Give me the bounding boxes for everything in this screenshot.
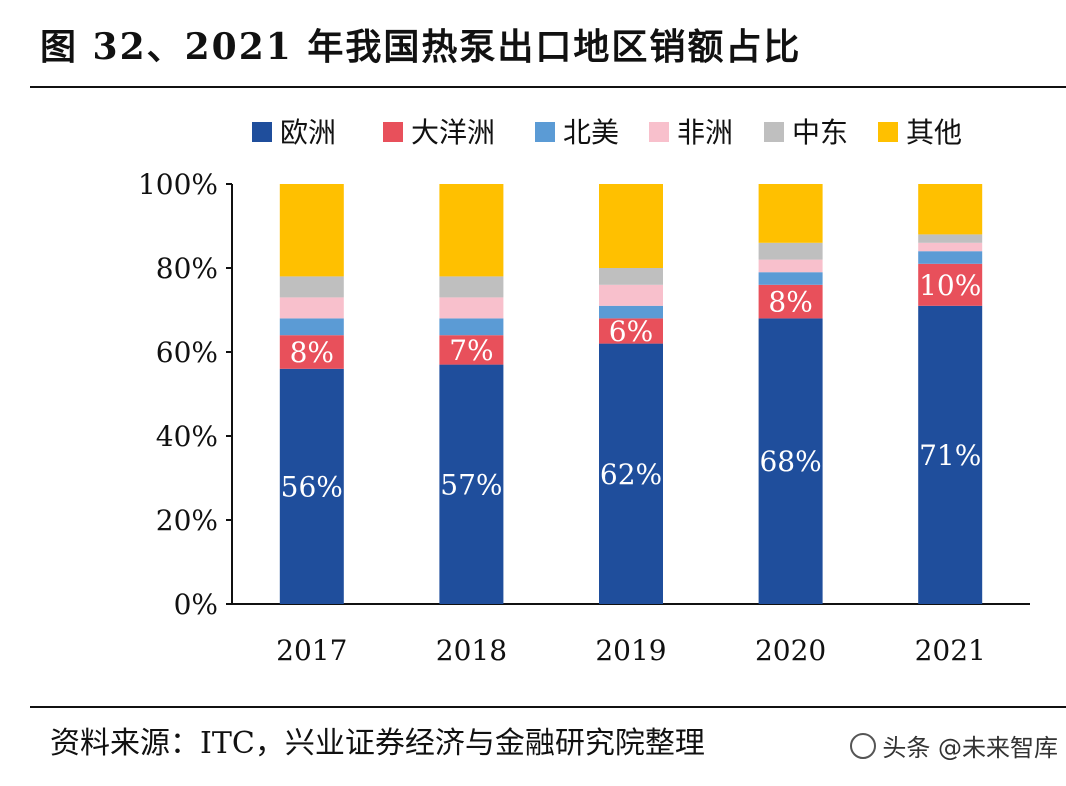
data-label-2021-series-2: 10% (919, 269, 981, 302)
legend-swatch-4 (649, 122, 669, 142)
bar-2019-series-6 (599, 184, 663, 268)
data-label-2020-series-2: 8% (768, 286, 812, 319)
bar-2018-series-3 (439, 318, 504, 336)
bar-2020-series-6 (758, 184, 823, 243)
data-label-2018-series-2: 7% (449, 334, 493, 367)
data-label-2017-series-1: 56% (281, 470, 343, 503)
legend-swatch-5 (764, 122, 784, 142)
bar-2021-series-5 (918, 234, 983, 243)
watermark: 头条 @未来智库 (850, 728, 1058, 763)
watermark-logo-icon (850, 732, 877, 759)
bar-2021-series-6 (918, 184, 983, 235)
y-tick-label-3: 40% (156, 420, 218, 453)
bar-2017-series-4 (279, 297, 344, 319)
y-tick-label-1: 0% (174, 588, 218, 621)
bar-2017-series-5 (279, 276, 344, 298)
bar-2020-series-3 (758, 272, 823, 285)
bar-2019-series-3 (599, 305, 663, 319)
bar-2017-series-1 (279, 368, 344, 604)
bar-2017-series-6 (279, 184, 344, 277)
legend-swatch-3 (535, 122, 555, 142)
source-note: 资料来源：ITC，兴业证券经济与金融研究院整理 (50, 726, 705, 761)
legend-label-2: 大洋洲 (411, 116, 495, 149)
x-tick-label-2017: 2017 (276, 634, 347, 667)
x-tick-label-2021: 2021 (915, 634, 986, 667)
bar-2017-series-3 (279, 318, 344, 336)
legend-label-6: 其他 (906, 116, 962, 149)
bar-2018-series-1 (439, 364, 504, 604)
x-tick-label-2020: 2020 (755, 634, 826, 667)
bar-2019-series-5 (599, 268, 663, 285)
bar-2018-series-5 (439, 276, 504, 298)
legend-swatch-6 (878, 122, 898, 142)
legend-label-4: 非洲 (677, 116, 733, 149)
legend-label-5: 中东 (792, 116, 848, 149)
bar-2019-series-2 (599, 318, 663, 344)
bar-2021-series-1 (918, 305, 983, 604)
legend-label-3: 北美 (563, 116, 619, 149)
bar-2018-series-2 (439, 335, 504, 365)
bar-2020-series-2 (758, 284, 823, 319)
y-tick-label-5: 80% (156, 252, 218, 285)
watermark-text: 头条 @未来智库 (882, 734, 1058, 762)
x-tick-label-2019: 2019 (595, 634, 666, 667)
bar-2017-series-2 (279, 335, 344, 369)
bar-2018-series-6 (439, 184, 504, 277)
bar-2019-series-4 (599, 284, 663, 306)
y-tick-label-4: 60% (156, 336, 218, 369)
bar-2021-series-4 (918, 242, 983, 252)
bar-2019-series-1 (599, 343, 663, 604)
y-tick-label-2: 20% (156, 504, 218, 537)
legend-swatch-1 (252, 122, 272, 142)
bar-2021-series-2 (918, 263, 983, 306)
bar-2021-series-3 (918, 251, 983, 264)
bar-2020-series-5 (758, 242, 823, 260)
data-label-2018-series-1: 57% (440, 468, 502, 501)
chart-title: 图 32、2021 年我国热泵出口地区销额占比 (40, 26, 802, 68)
bottom-rule (30, 706, 1066, 708)
data-label-2021-series-1: 71% (919, 439, 981, 472)
bar-2018-series-4 (439, 297, 504, 319)
data-label-2019-series-1: 62% (600, 458, 662, 491)
y-tick-label-6: 100% (138, 168, 218, 201)
x-tick-label-2018: 2018 (436, 634, 507, 667)
bar-2020-series-1 (758, 318, 823, 604)
legend-swatch-2 (383, 122, 403, 142)
top-rule (30, 86, 1066, 88)
data-label-2019-series-2: 6% (609, 315, 653, 348)
stacked-bar-chart: 欧洲 大洋洲 北美 非洲 中东 其他 0% 20% 40% 60% 80% 100% 56% 8% 2017… (138, 116, 1030, 667)
data-label-2020-series-1: 68% (759, 445, 821, 478)
legend-label-1: 欧洲 (280, 116, 336, 149)
bar-2020-series-4 (758, 259, 823, 273)
data-label-2017-series-2: 8% (290, 336, 334, 369)
